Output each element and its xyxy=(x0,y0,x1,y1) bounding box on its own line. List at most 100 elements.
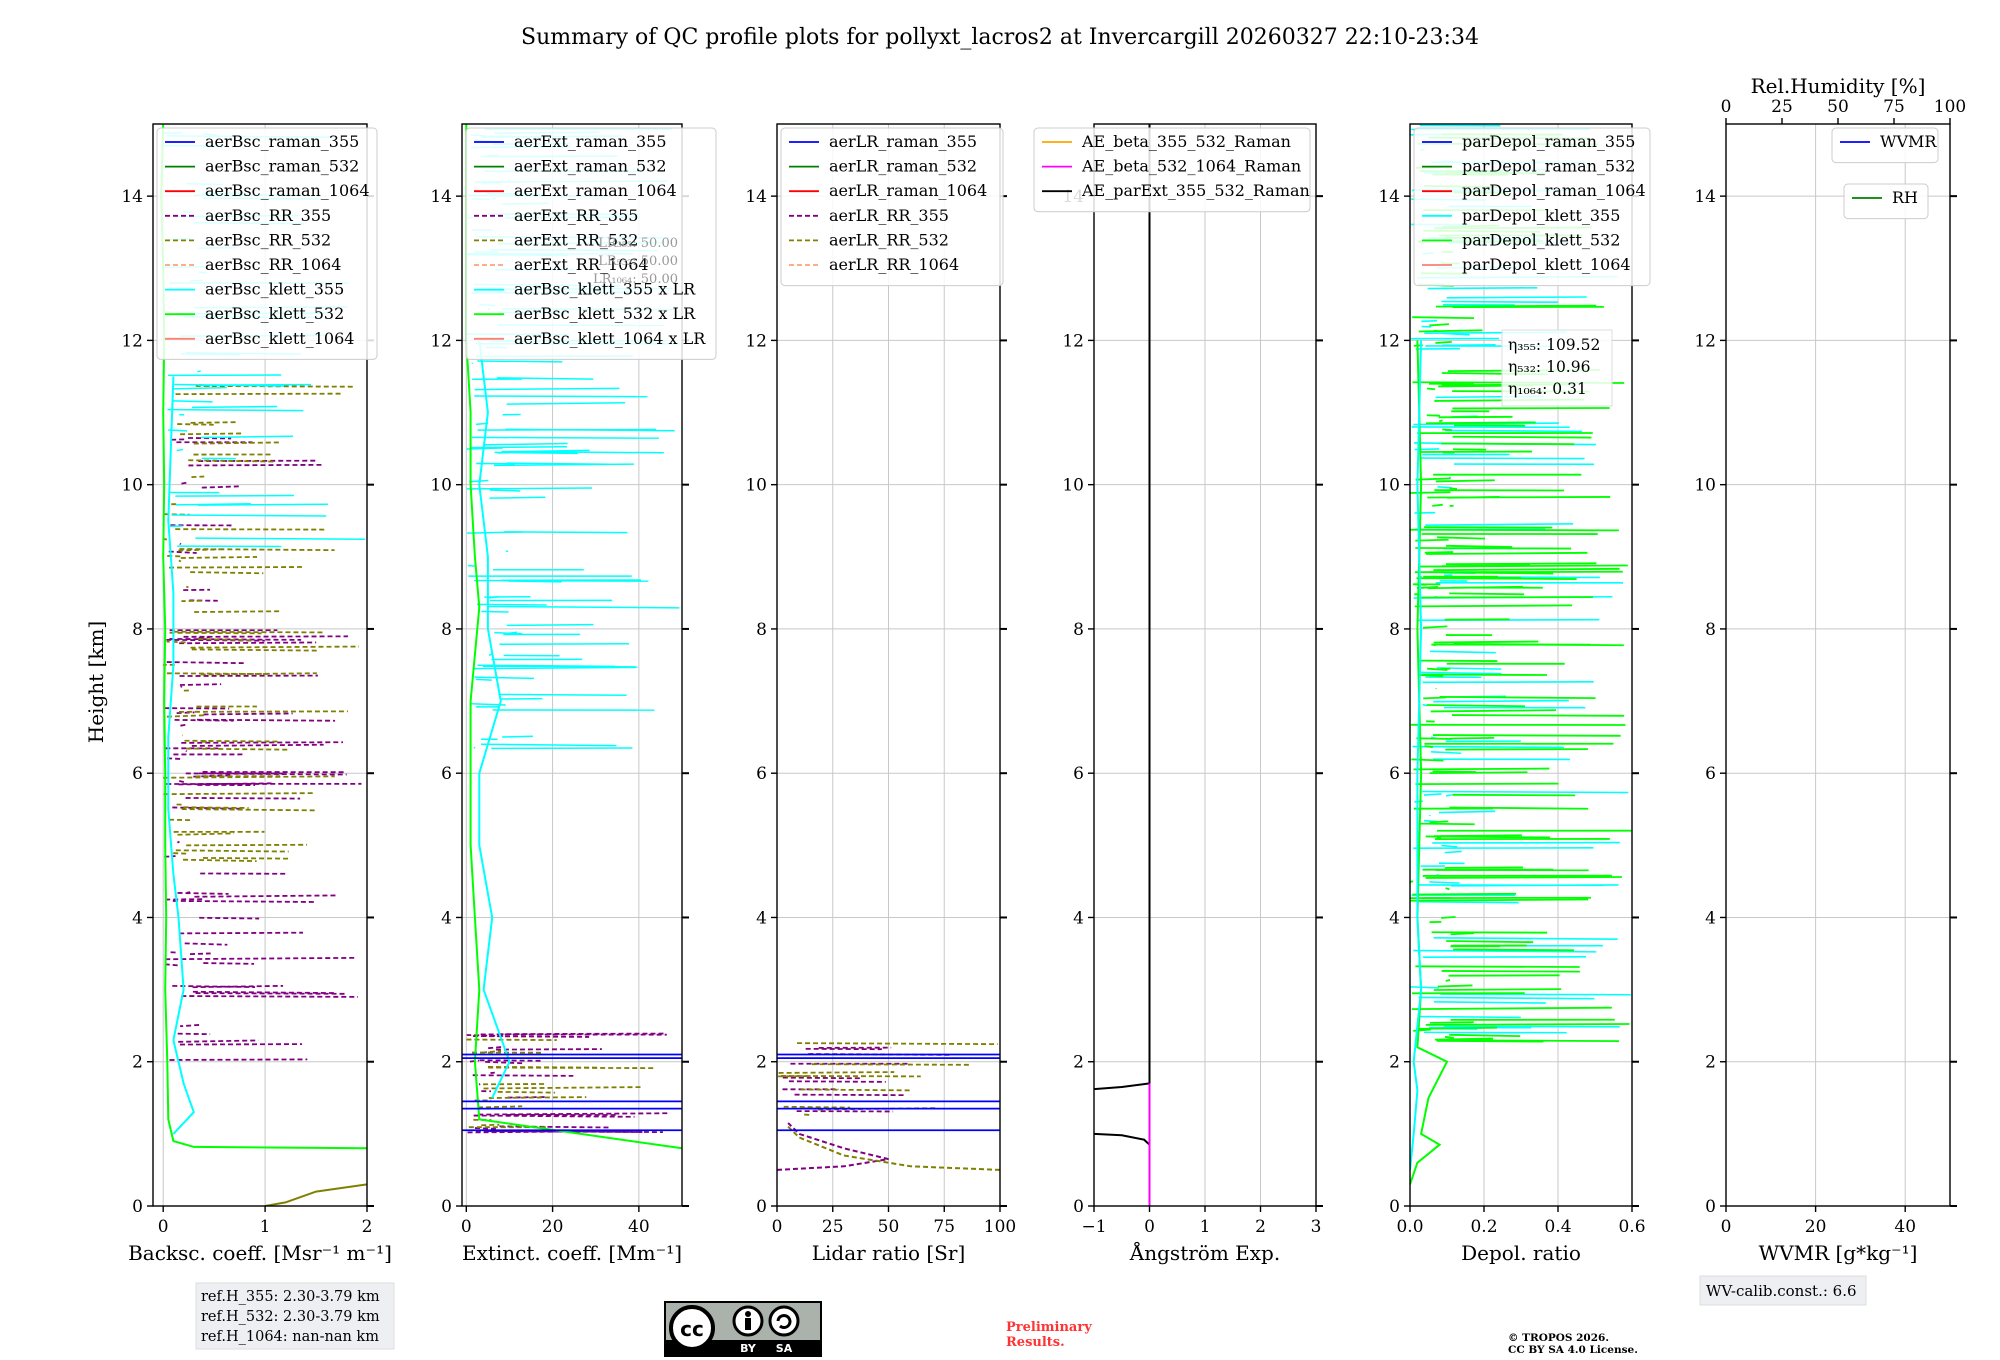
noise-trace xyxy=(179,548,335,552)
y-tick-label: 4 xyxy=(1705,908,1716,928)
noise-trace xyxy=(1445,544,1513,548)
x-tick-label: 3 xyxy=(1311,1217,1322,1237)
x-tick-label: 40 xyxy=(628,1217,650,1237)
noise-trace xyxy=(474,387,620,391)
noise-trace xyxy=(1427,286,1538,290)
noise-trace xyxy=(180,723,188,727)
noise-trace xyxy=(1430,751,1462,755)
legend-label: aerBsc_klett_355 xyxy=(205,280,344,299)
noise-trace xyxy=(811,1063,972,1066)
x-tick-label: 1 xyxy=(1200,1217,1211,1237)
noise-trace xyxy=(466,447,503,450)
noise-trace xyxy=(1433,734,1621,737)
noise-trace xyxy=(180,481,187,485)
y-tick-label: 8 xyxy=(1073,620,1084,640)
noise-trace xyxy=(173,852,189,855)
noise-trace xyxy=(163,792,316,796)
noise-trace xyxy=(1414,800,1423,803)
noise-trace xyxy=(1433,988,1562,991)
legend-box xyxy=(156,127,378,360)
noise-trace xyxy=(178,548,225,552)
noise-trace xyxy=(1425,835,1551,839)
legend-label: parDepol_raman_532 xyxy=(1462,157,1635,176)
y-tick-label: 0 xyxy=(1389,1197,1400,1217)
noise-trace xyxy=(1422,703,1428,707)
legend-label: WVMR xyxy=(1880,132,1937,151)
noise-trace xyxy=(185,750,188,753)
noise-trace xyxy=(496,377,594,380)
top-tick-label: 75 xyxy=(1883,97,1905,117)
noise-trace xyxy=(494,451,578,455)
legend-label: aerLR_raman_355 xyxy=(829,132,977,151)
noise-trace xyxy=(1418,671,1502,675)
legend-box xyxy=(1413,127,1651,287)
y-tick-label: 10 xyxy=(745,476,767,496)
noise-trace xyxy=(168,550,197,554)
noise-trace xyxy=(186,891,191,894)
noise-trace xyxy=(183,858,257,863)
noise-trace xyxy=(1427,667,1448,671)
y-tick-label: 14 xyxy=(745,187,767,207)
noise-trace xyxy=(179,641,317,645)
y-tick-label: 14 xyxy=(121,187,143,207)
legend-label: AE_parExt_355_532_Raman xyxy=(1081,181,1310,200)
y-tick-label: 12 xyxy=(1378,331,1400,351)
noise-trace xyxy=(165,956,355,961)
ref-height-box: ref.H_355: 2.30-3.79 km ref.H_532: 2.30-… xyxy=(195,1282,395,1350)
noise-trace xyxy=(1433,936,1618,941)
legend: AE_beta_355_532_Raman AE_beta_532_1064_Ra… xyxy=(1033,127,1311,213)
noise-trace xyxy=(198,638,254,642)
noise-trace xyxy=(1442,343,1496,347)
noise-trace xyxy=(467,1130,560,1134)
noise-trace xyxy=(191,475,205,479)
legend-label: aerExt_RR_532 xyxy=(514,230,638,249)
x-tick-label: 50 xyxy=(878,1217,900,1237)
noise-trace xyxy=(1417,1026,1498,1030)
noise-trace xyxy=(466,1038,557,1041)
noise-trace xyxy=(190,421,237,424)
noise-trace xyxy=(1413,949,1597,953)
noise-trace xyxy=(175,503,251,506)
plot-area xyxy=(1094,124,1151,1206)
legend-label: aerBsc_klett_1064 x LR xyxy=(514,329,706,348)
noise-trace xyxy=(166,672,270,675)
noise-trace xyxy=(1429,820,1449,824)
noise-trace xyxy=(1422,790,1629,794)
noise-trace xyxy=(1412,316,1475,319)
noise-trace xyxy=(472,1074,574,1077)
y-tick-label: 4 xyxy=(441,908,452,928)
lr-text: LR₃₅₅: 50.00 xyxy=(598,236,678,251)
noise-trace xyxy=(177,832,234,836)
noise-trace xyxy=(186,747,288,751)
x-tick-label: −1 xyxy=(1081,1217,1106,1237)
legend-label: aerLR_raman_532 xyxy=(829,157,977,176)
noise-trace xyxy=(174,719,234,722)
noise-trace xyxy=(1438,640,1539,644)
legend-label: parDepol_klett_1064 xyxy=(1462,255,1631,274)
panel-wvmr: 0 2 4 6 8 10 12 14 0 20 40 WVMR [g*kg⁻¹] 0 25 50 75 100 R… xyxy=(1694,74,1966,1265)
noise-trace xyxy=(1423,696,1447,700)
noise-trace xyxy=(1438,419,1443,423)
noise-trace xyxy=(488,1065,600,1069)
noise-trace xyxy=(185,772,347,776)
noise-trace xyxy=(1424,551,1454,554)
noise-trace xyxy=(479,1059,541,1062)
noise-trace xyxy=(191,405,278,409)
noise-trace xyxy=(194,610,282,613)
y-tick-label: 2 xyxy=(756,1053,767,1073)
noise-trace xyxy=(1437,536,1486,540)
noise-trace xyxy=(1441,844,1458,848)
lr-text: LR₅₃₂: 50.00 xyxy=(598,254,678,269)
noise-trace xyxy=(175,849,289,853)
noise-trace xyxy=(1440,993,1631,996)
by-label: BY xyxy=(740,1342,757,1355)
noise-trace xyxy=(506,623,594,627)
noise-trace xyxy=(1447,496,1500,499)
preliminary-text: Preliminary Results. xyxy=(1006,1320,1092,1350)
noise-trace xyxy=(489,489,521,492)
cc-logo-text: cc xyxy=(680,1317,704,1341)
noise-trace xyxy=(1446,940,1534,944)
noise-trace xyxy=(477,428,657,431)
noise-trace xyxy=(1429,771,1528,775)
